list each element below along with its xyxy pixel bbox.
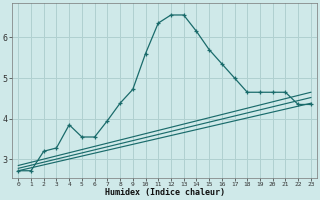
X-axis label: Humidex (Indice chaleur): Humidex (Indice chaleur)	[105, 188, 225, 197]
